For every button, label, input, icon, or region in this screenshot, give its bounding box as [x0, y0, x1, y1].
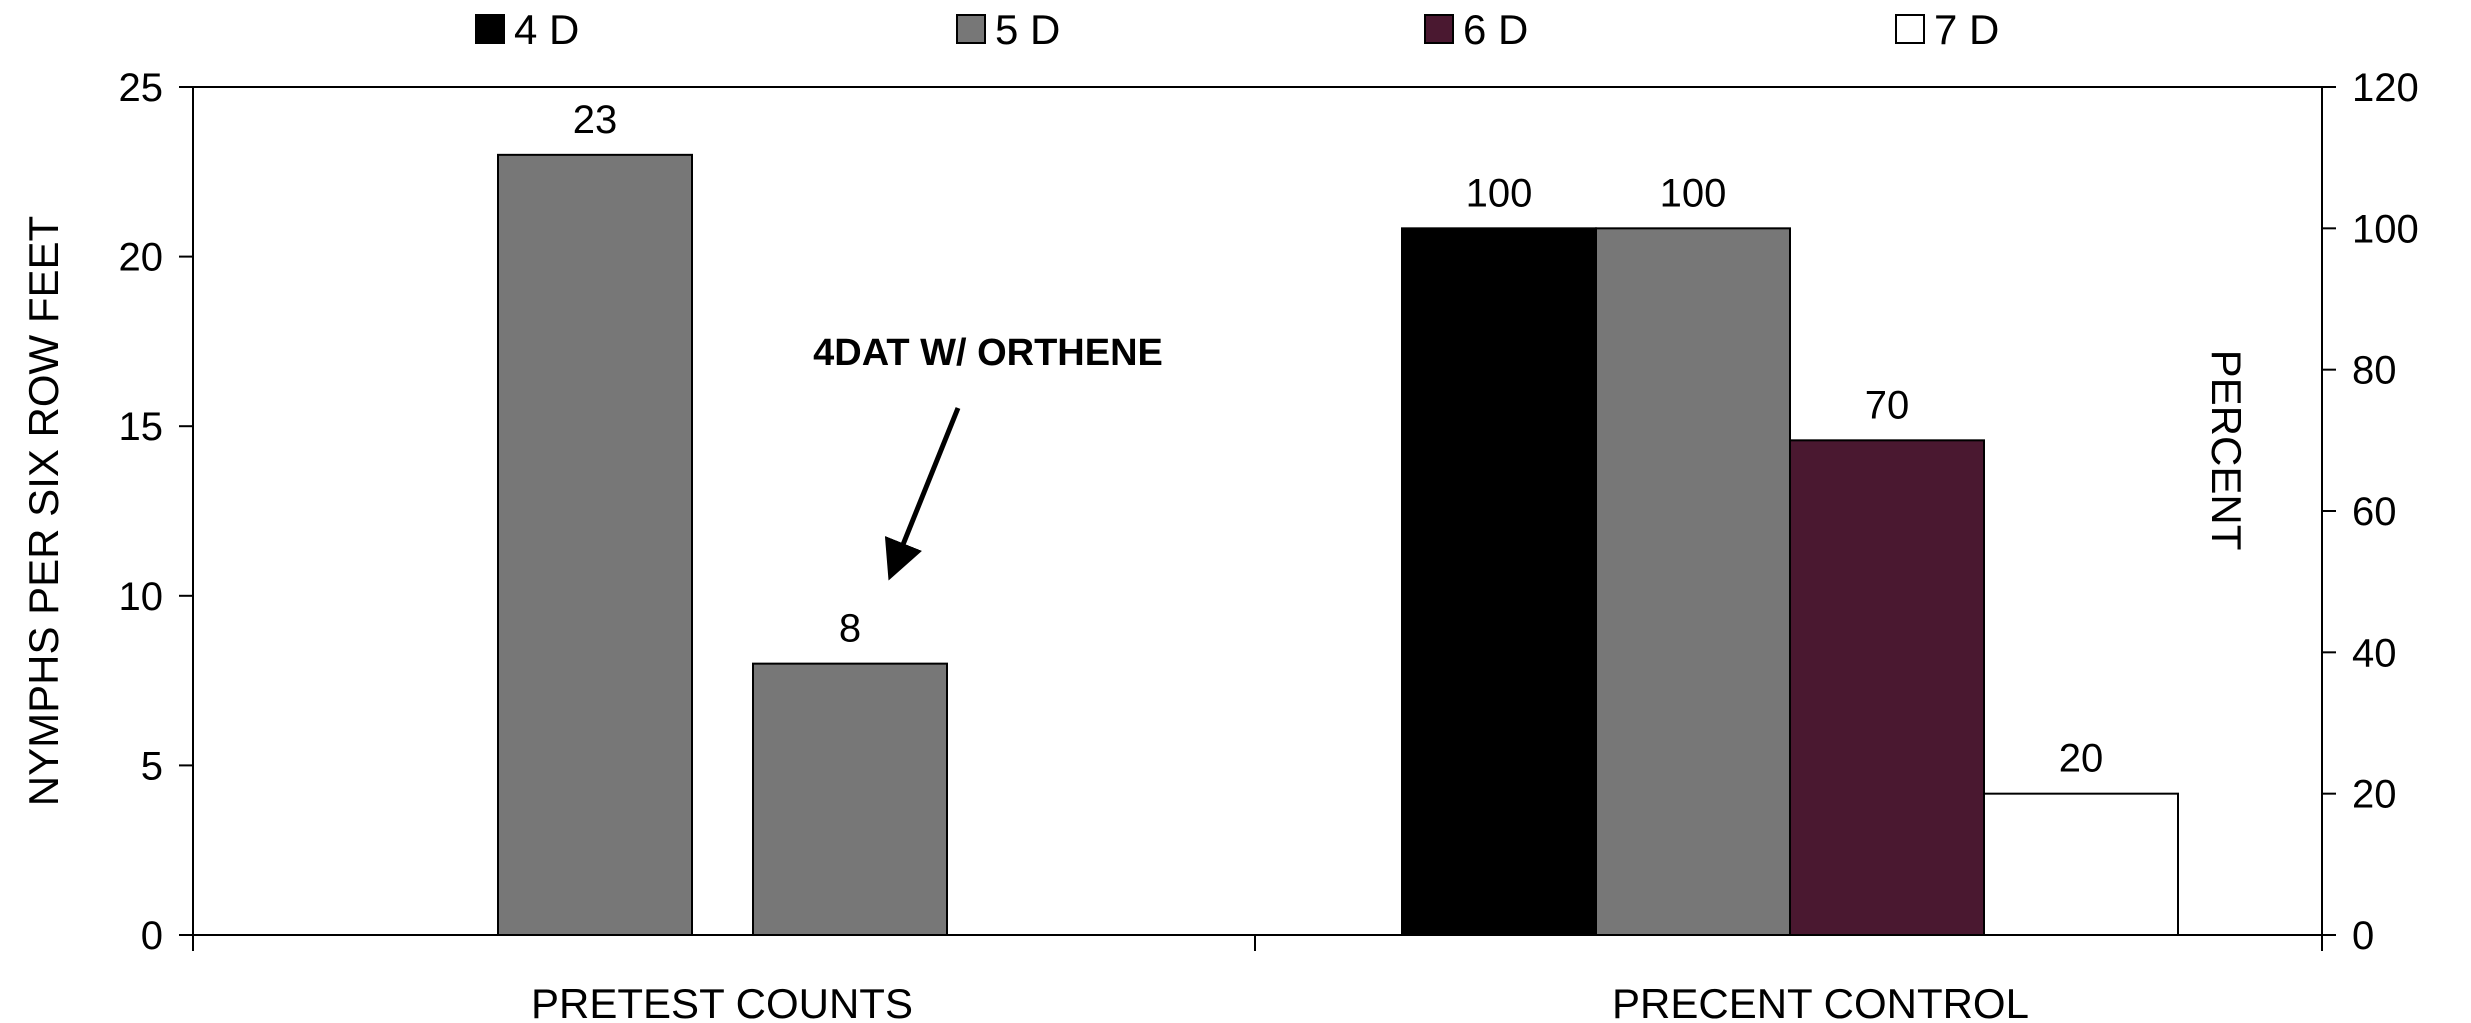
right-tick-label: 100 — [2352, 207, 2419, 251]
right-tick-label: 0 — [2352, 914, 2374, 958]
legend-swatch — [475, 14, 505, 44]
right-tick-label: 120 — [2352, 66, 2419, 110]
left-tick-label: 25 — [119, 66, 164, 110]
bar-value-label: 8 — [839, 607, 861, 651]
legend-swatch — [1895, 14, 1925, 44]
bar-5d — [497, 153, 693, 936]
left-axis-title: NYMPHS PER SIX ROW FEET — [20, 216, 67, 806]
bar-value-label: 23 — [573, 98, 618, 142]
right-tick-label: 40 — [2352, 631, 2397, 675]
right-tick-label: 20 — [2352, 773, 2397, 817]
legend-label: 4 D — [514, 6, 579, 53]
legend-swatch — [1424, 14, 1454, 44]
bar-5d — [752, 662, 948, 936]
legend-label: 6 D — [1463, 6, 1528, 53]
legend: 4 D 5 D 6 D 7 D — [475, 6, 1999, 53]
bars: 23 8 100 100 70 20 — [497, 98, 2179, 937]
bar-value-label: 100 — [1466, 171, 1533, 215]
annotation-text: 4DAT W/ ORTHENE — [813, 332, 1163, 374]
annotation: 4DAT W/ ORTHENE — [813, 332, 1163, 581]
left-tick-label: 10 — [119, 575, 164, 619]
bar-7d — [1983, 792, 2179, 937]
bar-4d — [1401, 227, 1597, 937]
left-tick-label: 0 — [141, 914, 163, 958]
annotation-arrow — [884, 407, 961, 581]
right-tick-label: 60 — [2352, 490, 2397, 534]
bar-value-label: 20 — [2059, 737, 2104, 781]
bar-6d — [1789, 439, 1985, 936]
right-axis-title: PERCENT — [2203, 350, 2250, 551]
axes: 0 5 10 15 20 25 0 20 40 60 80 100 120 PRETEST COUNTS P… — [20, 66, 2419, 1023]
legend-swatch — [956, 14, 986, 44]
x-category-label: PRECENT CONTROL — [1612, 980, 2029, 1023]
legend-label: 7 D — [1934, 6, 1999, 53]
x-category-label: PRETEST COUNTS — [531, 980, 913, 1023]
left-tick-label: 15 — [119, 405, 164, 449]
left-tick-label: 20 — [119, 236, 164, 280]
bar-5d — [1595, 227, 1791, 937]
right-tick-label: 80 — [2352, 349, 2397, 393]
bar-value-label: 70 — [1865, 383, 1910, 427]
bar-value-label: 100 — [1660, 171, 1727, 215]
legend-label: 5 D — [995, 6, 1060, 53]
left-tick-label: 5 — [141, 744, 163, 788]
